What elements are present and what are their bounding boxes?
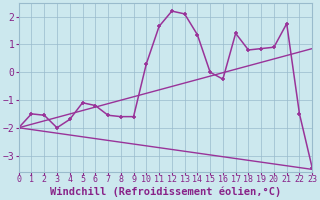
- X-axis label: Windchill (Refroidissement éolien,°C): Windchill (Refroidissement éolien,°C): [50, 187, 281, 197]
